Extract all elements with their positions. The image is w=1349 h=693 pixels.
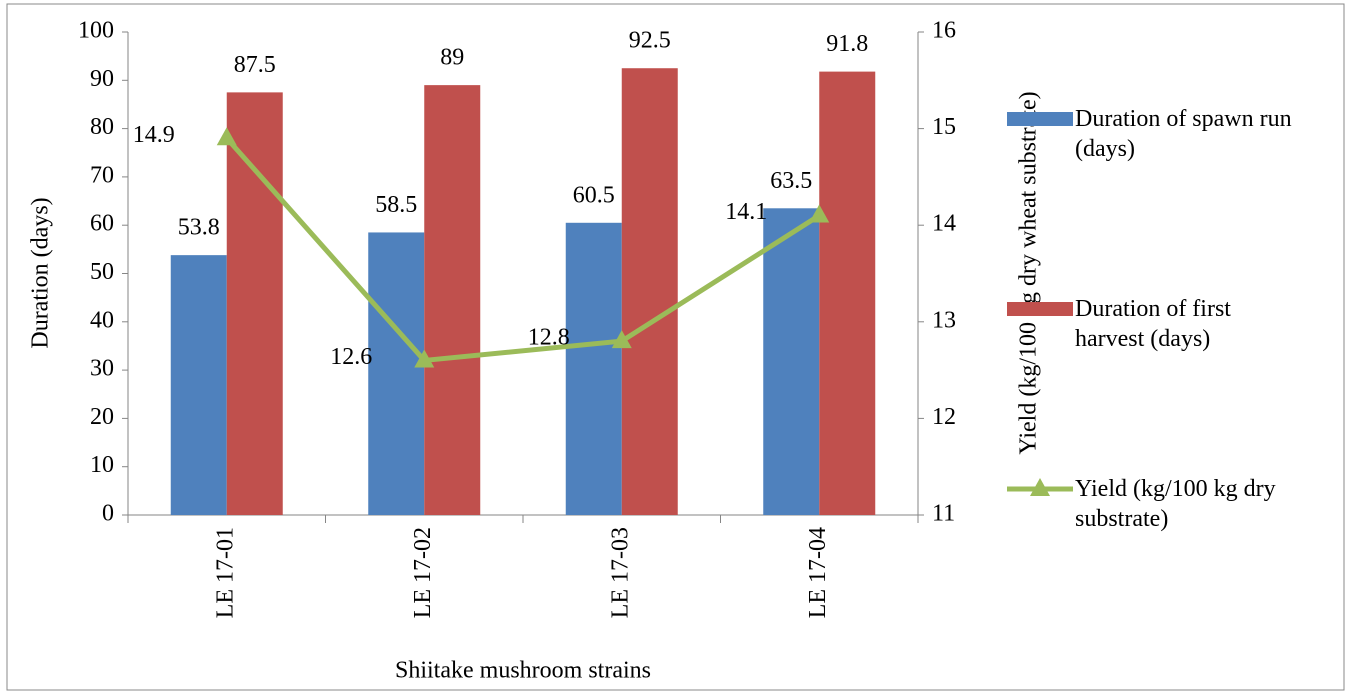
y2-tick-label: 13 bbox=[932, 307, 956, 333]
legend-item: Duration of first harvest (days) bbox=[1007, 294, 1295, 354]
line-marker bbox=[414, 349, 435, 368]
line bbox=[224, 136, 821, 364]
y-tick-label: 50 bbox=[90, 259, 114, 285]
y2-tick-label: 11 bbox=[932, 501, 955, 527]
x-axis-title: Shiitake mushroom strains bbox=[395, 658, 651, 684]
y2-tick-label: 12 bbox=[932, 404, 956, 430]
data-label: 14.1 bbox=[725, 199, 767, 225]
y-tick-label: 40 bbox=[90, 307, 114, 333]
y-tick-label: 90 bbox=[90, 66, 114, 92]
data-label: 58.5 bbox=[375, 192, 417, 218]
bar bbox=[565, 222, 622, 515]
y-tick-label: 100 bbox=[78, 18, 114, 44]
line-marker bbox=[216, 127, 237, 146]
data-label: 89 bbox=[440, 45, 464, 71]
legend-marker bbox=[1030, 478, 1050, 496]
legend-label: Duration of first harvest (days) bbox=[1075, 296, 1231, 352]
y-axis-title: Duration (days) bbox=[28, 197, 54, 348]
y-tick-label: 30 bbox=[90, 356, 114, 382]
line-marker bbox=[611, 330, 632, 349]
bar bbox=[819, 71, 876, 515]
y-tick-label: 70 bbox=[90, 162, 114, 188]
data-label: 12.6 bbox=[330, 344, 372, 370]
data-label: 87.5 bbox=[234, 52, 276, 78]
bar bbox=[763, 208, 820, 516]
legend-key bbox=[1007, 478, 1073, 496]
data-label: 63.5 bbox=[770, 168, 812, 194]
y-tick-label: 80 bbox=[90, 114, 114, 140]
data-label: 91.8 bbox=[826, 31, 868, 57]
bar bbox=[170, 255, 227, 515]
bar bbox=[621, 68, 678, 515]
x-tick-label: LE 17-01 bbox=[212, 527, 238, 618]
chart-frame bbox=[6, 3, 1345, 691]
y2-tick-label: 16 bbox=[932, 18, 956, 44]
bar bbox=[226, 92, 283, 515]
y2-tick-label: 15 bbox=[932, 114, 956, 140]
legend-label: Yield (kg/100 kg dry substrate) bbox=[1075, 476, 1276, 532]
bar bbox=[424, 85, 481, 515]
y2-tick-label: 14 bbox=[932, 211, 956, 237]
x-tick-label: LE 17-03 bbox=[607, 527, 633, 618]
legend-swatch bbox=[1007, 302, 1073, 316]
y-tick-label: 20 bbox=[90, 404, 114, 430]
data-label: 14.9 bbox=[133, 122, 175, 148]
legend-swatch bbox=[1007, 112, 1073, 126]
legend-item: Duration of spawn run (days) bbox=[1007, 104, 1295, 164]
legend-label: Duration of spawn run (days) bbox=[1075, 106, 1292, 162]
data-label: 12.8 bbox=[528, 325, 570, 351]
legend-key bbox=[1007, 112, 1073, 126]
legend-item: Yield (kg/100 kg dry substrate) bbox=[1007, 474, 1295, 534]
y-tick-label: 0 bbox=[102, 501, 114, 527]
data-label: 60.5 bbox=[573, 182, 615, 208]
data-label: 53.8 bbox=[178, 215, 220, 241]
bar bbox=[368, 232, 425, 515]
x-tick-label: LE 17-04 bbox=[805, 527, 831, 618]
data-label: 92.5 bbox=[629, 28, 671, 54]
line-marker bbox=[809, 204, 830, 223]
y2-axis-title: Yield (kg/100 kg dry wheat substrate) bbox=[1016, 91, 1042, 454]
x-tick-label: LE 17-02 bbox=[410, 527, 436, 618]
y-tick-label: 10 bbox=[90, 452, 114, 478]
legend-key bbox=[1007, 302, 1073, 316]
y-tick-label: 60 bbox=[90, 211, 114, 237]
